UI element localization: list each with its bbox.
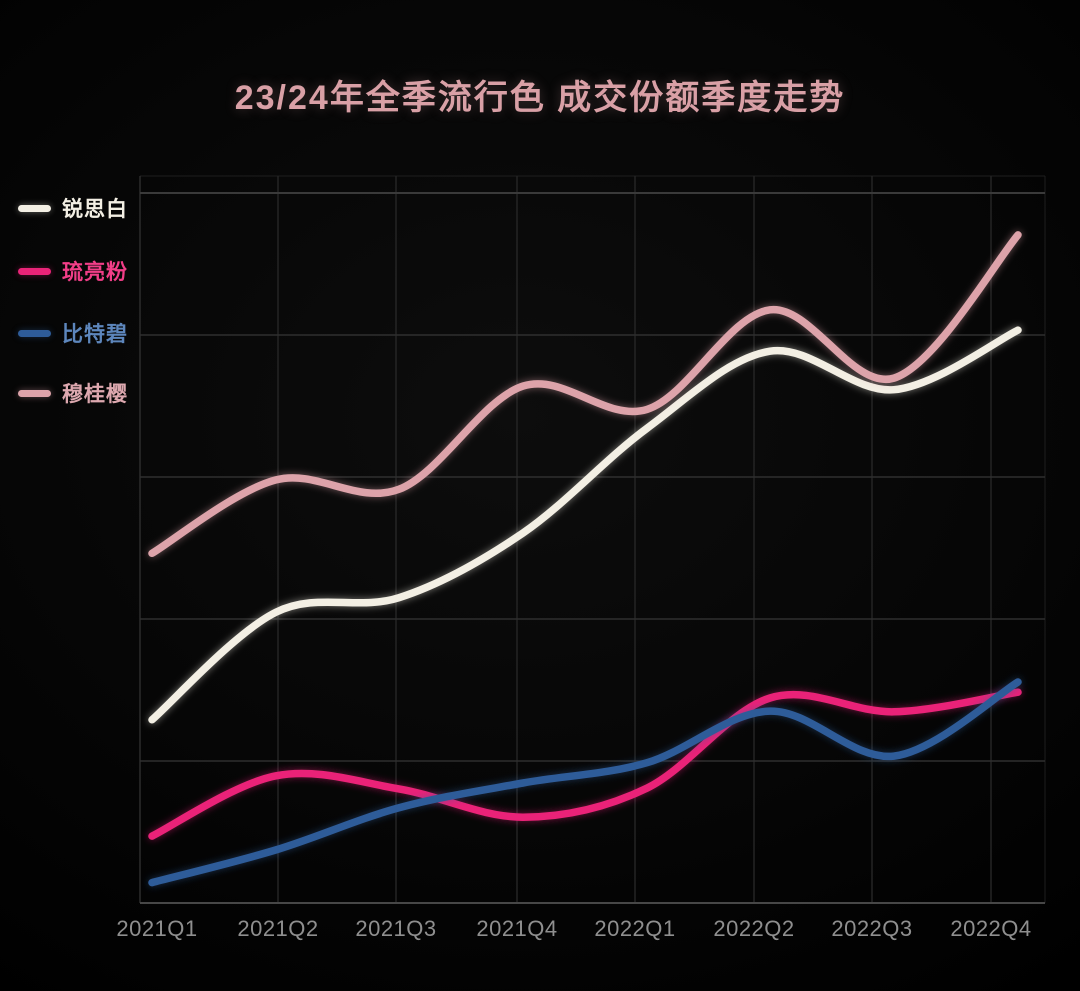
- x-axis-label: 2022Q1: [594, 916, 676, 941]
- legend-label: 比特碧: [62, 323, 128, 346]
- series-line-2: [148, 688, 1022, 840]
- x-axis-label: 2021Q4: [476, 916, 558, 941]
- series-line-1: [148, 326, 1022, 724]
- x-axis-label: 2022Q4: [950, 916, 1032, 941]
- x-axis-label: 2021Q1: [116, 916, 198, 941]
- chart-title: 23/24年全季流行色 成交份额季度走势: [234, 79, 846, 117]
- legend-item-4[interactable]: 穆桂樱: [18, 380, 128, 406]
- x-axis-label: 2022Q3: [831, 916, 913, 941]
- legend-swatch-icon: [18, 389, 51, 397]
- legend-swatch-icon: [18, 267, 51, 275]
- legend-swatch-icon: [18, 204, 51, 212]
- series-line-3: [148, 678, 1022, 887]
- x-axis-label: 2022Q2: [713, 916, 795, 941]
- legend-item-3[interactable]: 比特碧: [18, 320, 128, 346]
- legend-item-1[interactable]: 锐思白: [18, 195, 128, 221]
- legend-label: 琉亮粉: [62, 261, 128, 284]
- legend-label: 锐思白: [62, 198, 128, 221]
- legend-item-2[interactable]: 琉亮粉: [18, 258, 128, 284]
- legend-label: 穆桂樱: [62, 383, 128, 406]
- legend-swatch-icon: [18, 329, 51, 337]
- series-line-4: [148, 231, 1022, 558]
- x-axis-label: 2021Q3: [355, 916, 437, 941]
- x-axis-label: 2021Q2: [237, 916, 319, 941]
